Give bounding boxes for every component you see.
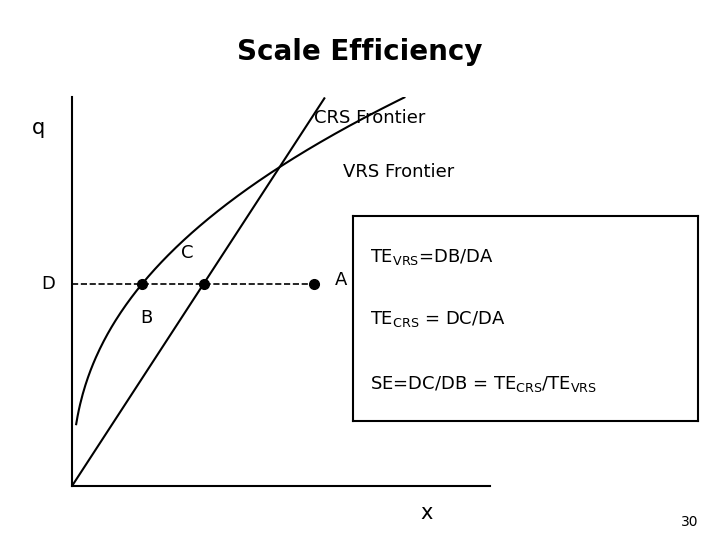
Text: SE=DC/DB = $\mathrm{TE_{CRS}/TE_{VRS}}$: SE=DC/DB = $\mathrm{TE_{CRS}/TE_{VRS}}$ xyxy=(370,374,597,394)
Text: x: x xyxy=(420,503,433,523)
Text: VRS Frontier: VRS Frontier xyxy=(343,163,455,181)
Text: $\mathrm{TE_{CRS}}$ = DC/DA: $\mathrm{TE_{CRS}}$ = DC/DA xyxy=(370,308,505,329)
Text: C: C xyxy=(181,245,193,262)
Text: A: A xyxy=(335,271,348,289)
Text: D: D xyxy=(42,275,55,293)
Text: CRS Frontier: CRS Frontier xyxy=(314,109,426,127)
Text: $\mathrm{TE_{VRS}}$=DB/DA: $\mathrm{TE_{VRS}}$=DB/DA xyxy=(370,247,494,267)
Text: 30: 30 xyxy=(681,515,698,529)
Text: q: q xyxy=(32,118,45,138)
Text: B: B xyxy=(140,309,153,327)
Text: Scale Efficiency: Scale Efficiency xyxy=(238,38,482,66)
